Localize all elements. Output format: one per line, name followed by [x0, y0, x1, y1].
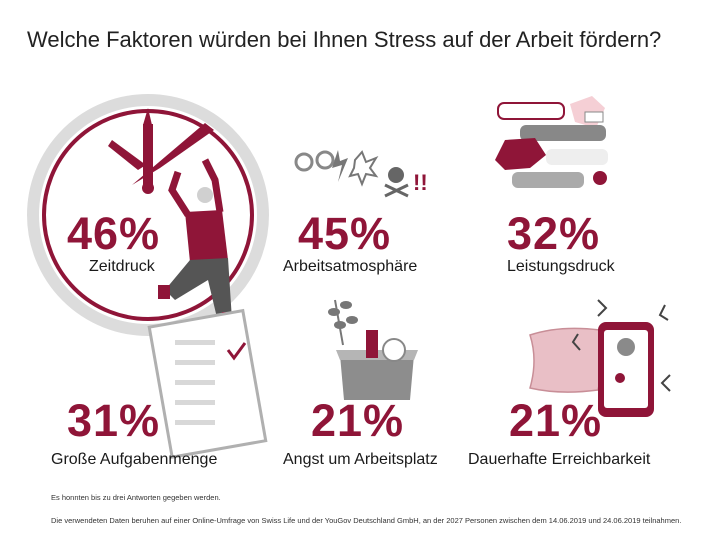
value-arbeitsplatz: 21%	[311, 395, 405, 446]
footnote-source: Die verwendeten Daten beruhen auf einer …	[51, 516, 682, 525]
value-erreichbarkeit: 21%	[509, 395, 603, 446]
label-arbeitsatmosphaere: Arbeitsatmosphäre	[283, 258, 418, 275]
box-icon	[328, 299, 418, 400]
label-arbeitsplatz: Angst um Arbeitsplatz	[283, 451, 438, 468]
stress-symbols-icon: !!	[294, 150, 428, 198]
value-arbeitsatmosphaere: 45%	[298, 208, 392, 259]
footnote-multi-answer: Es honnten bis zu drei Antworten gegeben…	[51, 493, 221, 502]
label-leistungsdruck: Leistungsdruck	[507, 258, 615, 275]
checklist-icon	[147, 308, 268, 459]
label-aufgabenmenge: Große Aufgabenmenge	[51, 451, 218, 468]
speech-bubbles-icon	[495, 96, 608, 188]
phone-icon	[529, 299, 671, 417]
clock-icon	[27, 94, 269, 336]
label-erreichbarkeit: Dauerhafte Erreichbarkeit	[468, 451, 651, 468]
label-zeitdruck: Zeitdruck	[89, 258, 155, 275]
value-leistungsdruck: 32%	[507, 208, 601, 259]
svg-text:!!: !!	[413, 170, 428, 195]
person-illustration	[158, 158, 236, 328]
value-aufgabenmenge: 31%	[67, 395, 161, 446]
chart-title: Welche Faktoren würden bei Ihnen Stress …	[27, 27, 662, 52]
value-zeitdruck: 46%	[67, 208, 161, 259]
